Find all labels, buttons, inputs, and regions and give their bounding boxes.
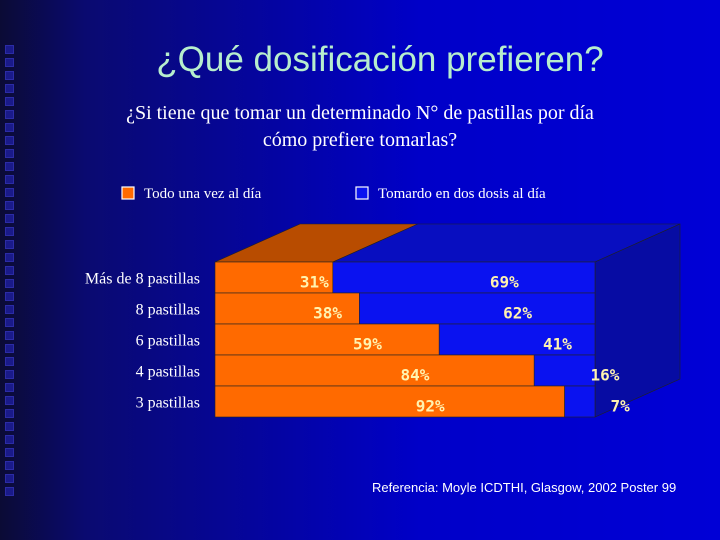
category-label: 4 pastillas [136, 364, 200, 381]
decorative-square [5, 357, 14, 366]
category-label: Más de 8 pastillas [85, 271, 200, 288]
decorative-square [5, 318, 14, 327]
decorative-square [5, 240, 14, 249]
value-label-series-1: 92% [416, 397, 445, 416]
decorative-square [5, 448, 14, 457]
slide-title: ¿Qué dosificación prefieren? [156, 40, 604, 79]
bar-series-1 [214, 261, 334, 294]
decorative-square [5, 487, 14, 496]
decorative-square [5, 461, 14, 470]
decorative-square [5, 110, 14, 119]
decorative-square [5, 188, 14, 197]
decorative-square [5, 175, 14, 184]
category-label: 3 pastillas [136, 395, 200, 412]
decorative-square [5, 97, 14, 106]
value-label-series-2: 7% [611, 397, 631, 416]
decorative-square [5, 214, 14, 223]
decorative-square [5, 396, 14, 405]
bar-series-2 [332, 261, 596, 294]
value-label-series-1: 84% [401, 366, 430, 385]
value-label-series-2: 62% [503, 304, 532, 323]
bar-series-2 [359, 292, 596, 325]
value-label-series-2: 16% [591, 366, 620, 385]
subtitle-line-2: cómo prefiere tomarlas? [262, 129, 458, 151]
decorative-square [5, 253, 14, 262]
decorative-square [5, 422, 14, 431]
bar-series-1 [214, 292, 360, 325]
decorative-square [5, 123, 14, 132]
decorative-square [5, 58, 14, 67]
legend-item-series-2: Tomardo en dos dosis al día [378, 186, 546, 202]
decorative-square [5, 84, 14, 93]
reference-note: Referencia: Moyle ICDTHI, Glasgow, 2002 … [372, 480, 677, 495]
decorative-square-strip [0, 0, 20, 540]
bar-series-1 [214, 354, 535, 387]
value-label-series-1: 31% [300, 273, 329, 292]
decorative-square [5, 136, 14, 145]
decorative-square [5, 149, 14, 158]
category-label: 6 pastillas [136, 333, 200, 350]
decorative-square [5, 45, 14, 54]
category-label: 8 pastillas [136, 302, 200, 319]
decorative-square [5, 266, 14, 275]
legend-swatch-series-1 [121, 186, 135, 200]
decorative-square [5, 71, 14, 80]
decorative-square [5, 383, 14, 392]
slide-subtitle: ¿Si tiene que tomar un determinado N° de… [0, 100, 720, 154]
decorative-square [5, 409, 14, 418]
value-label-series-2: 69% [490, 273, 519, 292]
decorative-square [5, 474, 14, 483]
decorative-square [5, 279, 14, 288]
legend-item-series-1: Todo una vez al día [144, 186, 262, 202]
value-label-series-1: 59% [353, 335, 382, 354]
decorative-square [5, 331, 14, 340]
value-label-series-2: 41% [543, 335, 572, 354]
legend-swatch-series-2 [355, 186, 369, 200]
bar-series-2 [533, 354, 596, 387]
decorative-square [5, 162, 14, 171]
decorative-square [5, 435, 14, 444]
bar-series-2 [564, 385, 596, 418]
value-label-series-1: 38% [313, 304, 342, 323]
decorative-square [5, 201, 14, 210]
decorative-square [5, 227, 14, 236]
subtitle-line-1: ¿Si tiene que tomar un determinado N° de… [126, 102, 594, 124]
bar-series-1 [214, 385, 565, 418]
decorative-square [5, 292, 14, 301]
decorative-square [5, 370, 14, 379]
bar-series-2 [438, 323, 596, 356]
decorative-square [5, 305, 14, 314]
decorative-square [5, 344, 14, 353]
bar-series-1 [214, 323, 440, 356]
